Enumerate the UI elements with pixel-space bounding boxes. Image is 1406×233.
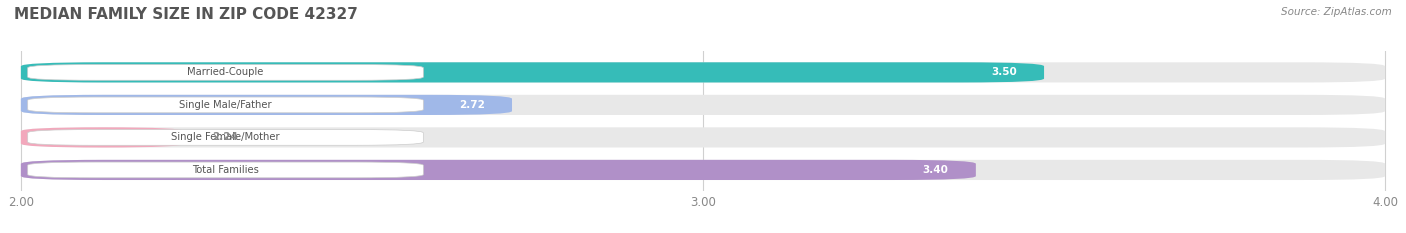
FancyBboxPatch shape [21, 95, 1385, 115]
Text: Single Female/Mother: Single Female/Mother [172, 132, 280, 142]
Text: Married-Couple: Married-Couple [187, 67, 264, 77]
FancyBboxPatch shape [21, 62, 1385, 82]
FancyBboxPatch shape [21, 160, 1385, 180]
FancyBboxPatch shape [28, 130, 423, 145]
Text: Source: ZipAtlas.com: Source: ZipAtlas.com [1281, 7, 1392, 17]
FancyBboxPatch shape [21, 95, 512, 115]
Text: 2.72: 2.72 [458, 100, 485, 110]
Text: Total Families: Total Families [193, 165, 259, 175]
FancyBboxPatch shape [21, 62, 1045, 82]
FancyBboxPatch shape [28, 162, 423, 178]
Text: 3.40: 3.40 [922, 165, 949, 175]
FancyBboxPatch shape [28, 97, 423, 113]
FancyBboxPatch shape [21, 160, 976, 180]
FancyBboxPatch shape [21, 127, 184, 147]
Text: 3.50: 3.50 [991, 67, 1017, 77]
Text: Single Male/Father: Single Male/Father [179, 100, 271, 110]
Text: MEDIAN FAMILY SIZE IN ZIP CODE 42327: MEDIAN FAMILY SIZE IN ZIP CODE 42327 [14, 7, 359, 22]
FancyBboxPatch shape [28, 65, 423, 80]
Text: 2.24: 2.24 [212, 132, 238, 142]
FancyBboxPatch shape [21, 127, 1385, 147]
